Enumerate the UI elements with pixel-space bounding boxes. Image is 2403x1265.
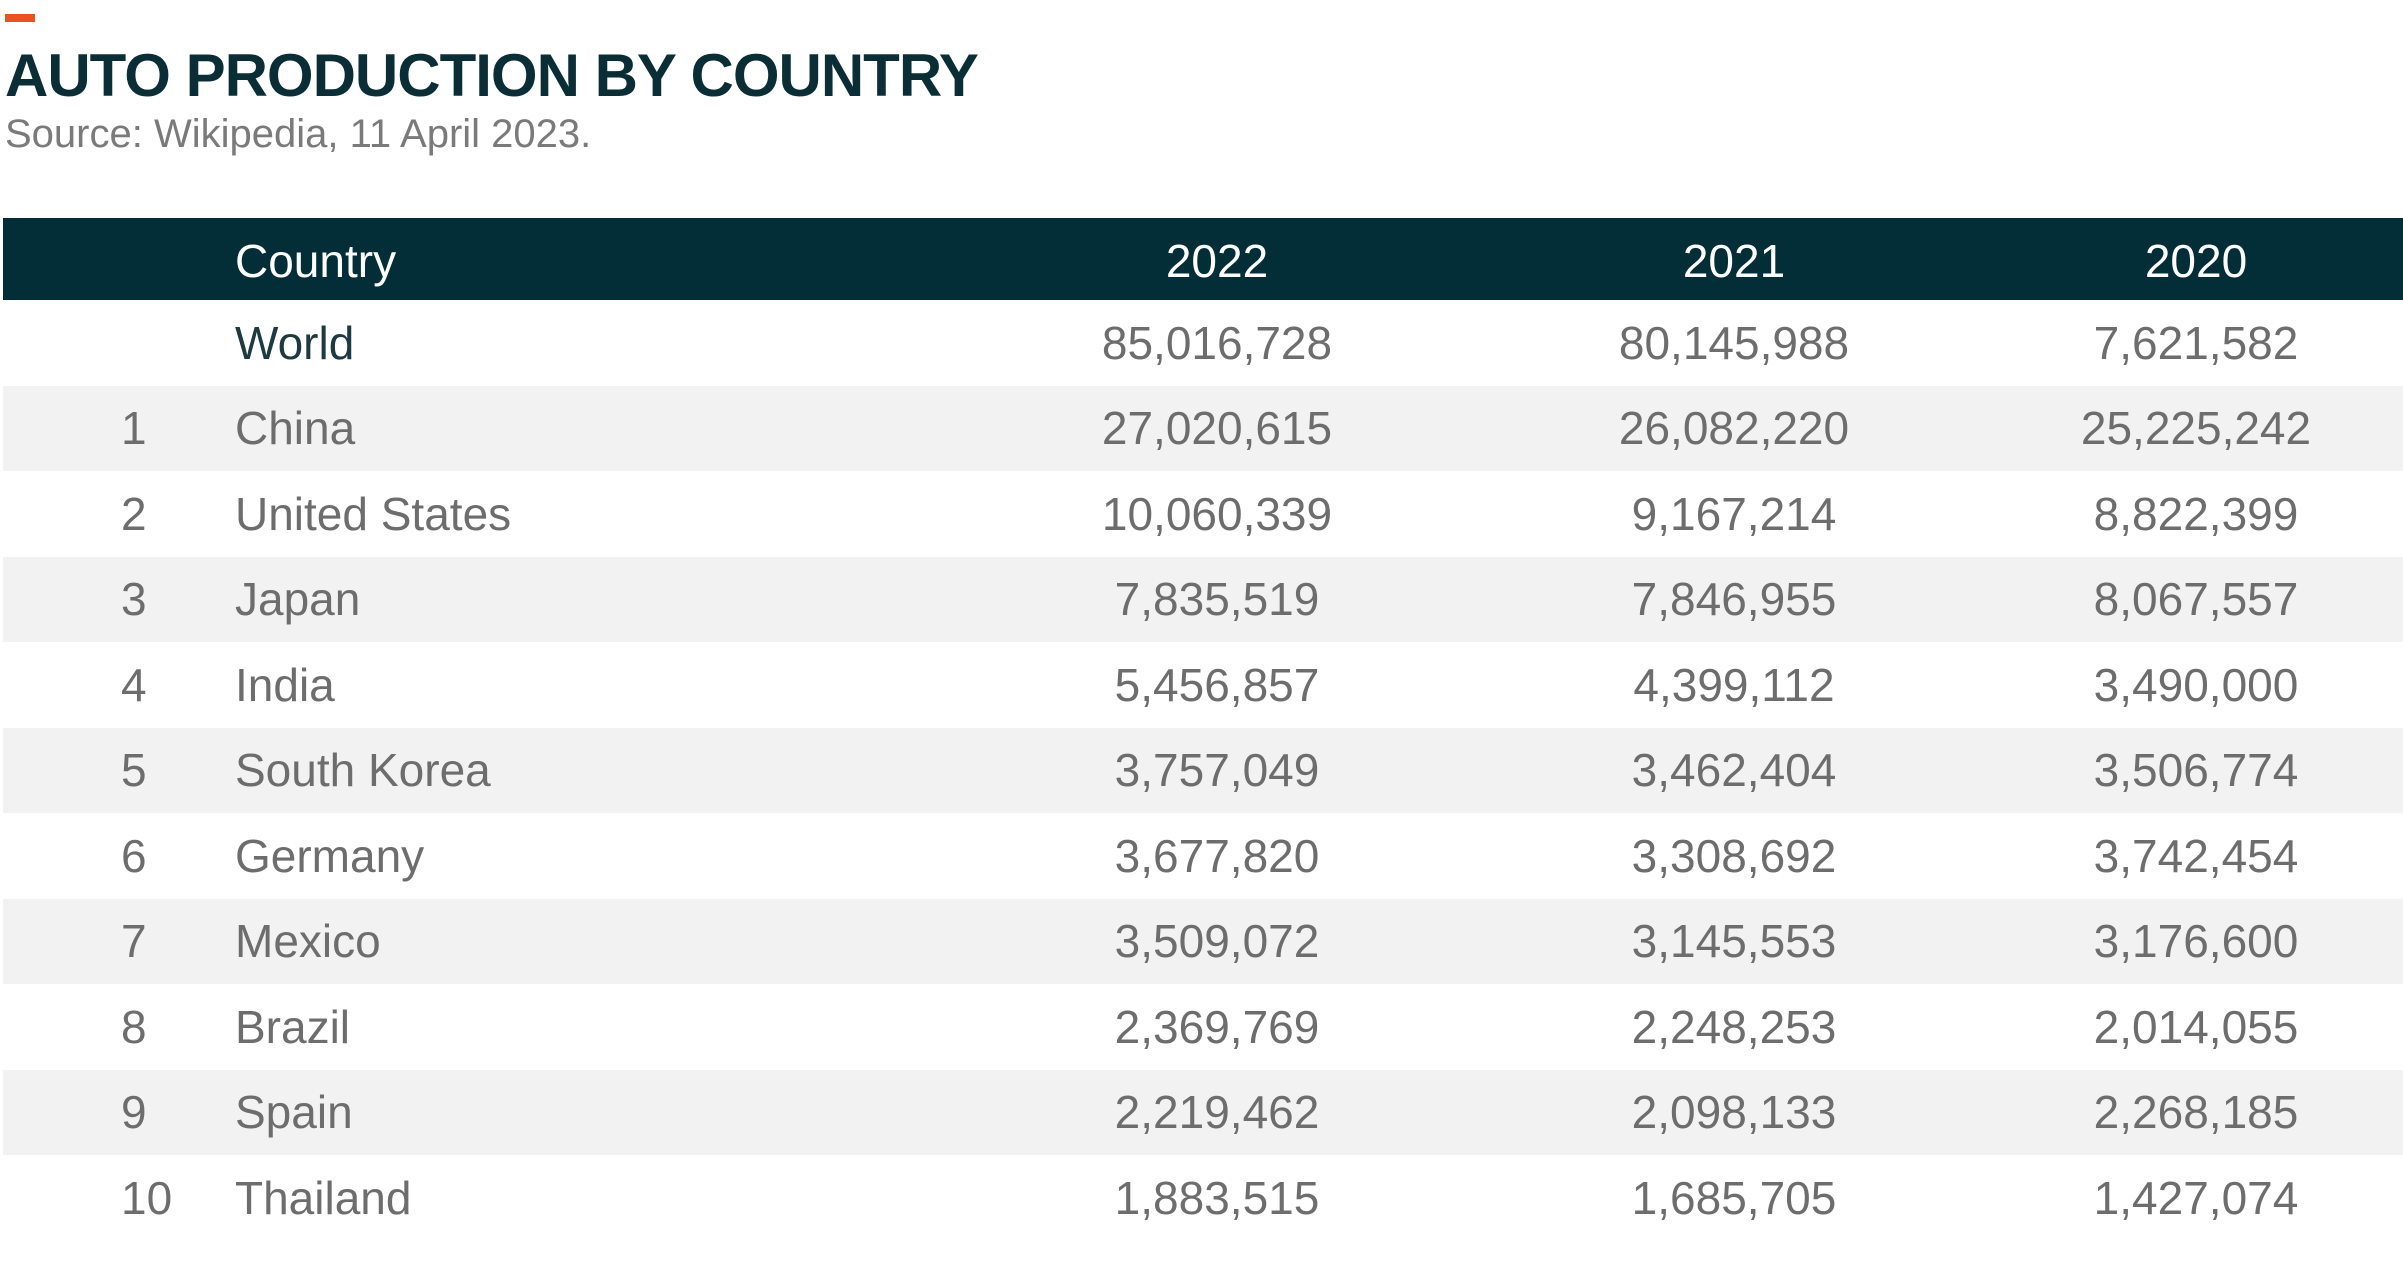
header-row: Country 2022 2021 2020 bbox=[3, 218, 2403, 300]
header-country: Country bbox=[235, 235, 397, 287]
table-row-world: World 85,016,728 80,145,988 7,621,582 bbox=[3, 300, 2403, 386]
value-2020-cell: 3,506,774 bbox=[2093, 744, 2299, 797]
country-cell: Brazil bbox=[235, 1000, 351, 1053]
table-row: 3 Japan 7,835,519 7,846,955 8,067,557 bbox=[3, 556, 2403, 642]
value-2021-cell: 1,685,705 bbox=[1631, 1171, 1837, 1224]
rank-cell: 3 bbox=[121, 573, 147, 626]
value-2020-cell: 7,621,582 bbox=[2093, 316, 2299, 369]
header-2021: 2021 bbox=[1682, 235, 1786, 287]
country-cell: United States bbox=[235, 487, 512, 540]
rank-cell: 8 bbox=[121, 1000, 147, 1053]
rank-cell: 1 bbox=[121, 402, 147, 455]
table-row: 7 Mexico 3,509,072 3,145,553 3,176,600 bbox=[3, 898, 2403, 984]
production-table: Country 2022 2021 2020 World 85,016,728 80… bbox=[3, 218, 2403, 1241]
table-body: World 85,016,728 80,145,988 7,621,582 1 China… bbox=[3, 300, 2403, 1241]
value-2021-cell: 3,145,553 bbox=[1631, 915, 1837, 968]
value-2020-cell: 2,268,185 bbox=[2093, 1086, 2299, 1139]
value-2022-cell: 3,509,072 bbox=[1114, 915, 1320, 968]
value-2020-cell: 8,067,557 bbox=[2093, 573, 2299, 626]
value-2020-cell: 3,742,454 bbox=[2093, 829, 2299, 882]
value-2021-cell: 2,098,133 bbox=[1631, 1086, 1837, 1139]
value-2022-cell: 27,020,615 bbox=[1101, 402, 1333, 455]
rank-cell: 2 bbox=[121, 487, 147, 540]
value-2021-cell: 4,399,112 bbox=[1633, 658, 1835, 711]
value-2021-cell: 3,462,404 bbox=[1631, 744, 1837, 797]
value-2020-cell: 1,427,074 bbox=[2093, 1171, 2299, 1224]
value-2022-cell: 5,456,857 bbox=[1114, 658, 1320, 711]
value-2022-cell: 2,219,462 bbox=[1114, 1086, 1320, 1139]
rank-cell: 9 bbox=[121, 1086, 147, 1139]
table-header: Country 2022 2021 2020 bbox=[3, 218, 2403, 300]
table-row: 5 South Korea 3,757,049 3,462,404 3,506,774 bbox=[3, 727, 2403, 813]
value-2021-cell: 26,082,220 bbox=[1618, 402, 1850, 455]
rank-cell: 4 bbox=[121, 658, 147, 711]
table-row: 4 India 5,456,857 4,399,112 3,490,000 bbox=[3, 642, 2403, 728]
table-row: 10 Thailand 1,883,515 1,685,705 1,427,074 bbox=[3, 1155, 2403, 1241]
country-cell: Japan bbox=[235, 573, 361, 626]
country-cell: China bbox=[235, 402, 356, 455]
value-2020-cell: 25,225,242 bbox=[2080, 402, 2312, 455]
header-2022: 2022 bbox=[1165, 235, 1269, 287]
rank-cell: 5 bbox=[121, 744, 147, 797]
header-2020: 2020 bbox=[2144, 235, 2248, 287]
header-rank bbox=[3, 218, 235, 300]
value-2020-cell: 2,014,055 bbox=[2093, 1000, 2299, 1053]
country-cell: Spain bbox=[235, 1086, 353, 1139]
table-row: 1 China 27,020,615 26,082,220 25,225,242 bbox=[3, 385, 2403, 471]
rank-cell: 7 bbox=[121, 915, 147, 968]
value-2022-cell: 7,835,519 bbox=[1114, 573, 1320, 626]
chart-source: Source: Wikipedia, 11 April 2023. bbox=[5, 112, 592, 156]
value-2022-cell: 10,060,339 bbox=[1101, 487, 1333, 540]
country-cell: Germany bbox=[235, 829, 425, 882]
table-row: 6 Germany 3,677,820 3,308,692 3,742,454 bbox=[3, 813, 2403, 899]
value-2022-cell: 85,016,728 bbox=[1101, 316, 1333, 369]
chart-title: AUTO PRODUCTION BY COUNTRY bbox=[5, 42, 979, 109]
value-2020-cell: 3,176,600 bbox=[2093, 915, 2299, 968]
value-2021-cell: 80,145,988 bbox=[1618, 316, 1850, 369]
table-row: 2 United States 10,060,339 9,167,214 8,822,3… bbox=[3, 471, 2403, 557]
table-row: 8 Brazil 2,369,769 2,248,253 2,014,055 bbox=[3, 984, 2403, 1070]
country-cell: South Korea bbox=[235, 744, 491, 797]
country-cell: India bbox=[235, 658, 335, 711]
value-2021-cell: 2,248,253 bbox=[1631, 1000, 1837, 1053]
table-row: 9 Spain 2,219,462 2,098,133 2,268,185 bbox=[3, 1069, 2403, 1155]
rank-cell: 6 bbox=[121, 829, 147, 882]
country-cell: Thailand bbox=[235, 1171, 412, 1224]
country-cell: Mexico bbox=[235, 915, 381, 968]
value-2022-cell: 1,883,515 bbox=[1114, 1171, 1320, 1224]
rank-cell: 10 bbox=[121, 1171, 173, 1224]
rank-cell bbox=[3, 300, 235, 386]
accent-bar bbox=[5, 14, 35, 22]
value-2022-cell: 2,369,769 bbox=[1114, 1000, 1320, 1053]
value-2021-cell: 3,308,692 bbox=[1631, 829, 1837, 882]
value-2021-cell: 7,846,955 bbox=[1631, 573, 1837, 626]
value-2021-cell: 9,167,214 bbox=[1631, 487, 1837, 540]
value-2020-cell: 3,490,000 bbox=[2093, 658, 2299, 711]
value-2022-cell: 3,677,820 bbox=[1114, 829, 1320, 882]
value-2020-cell: 8,822,399 bbox=[2093, 487, 2299, 540]
country-cell: World bbox=[235, 316, 355, 369]
value-2022-cell: 3,757,049 bbox=[1114, 744, 1320, 797]
